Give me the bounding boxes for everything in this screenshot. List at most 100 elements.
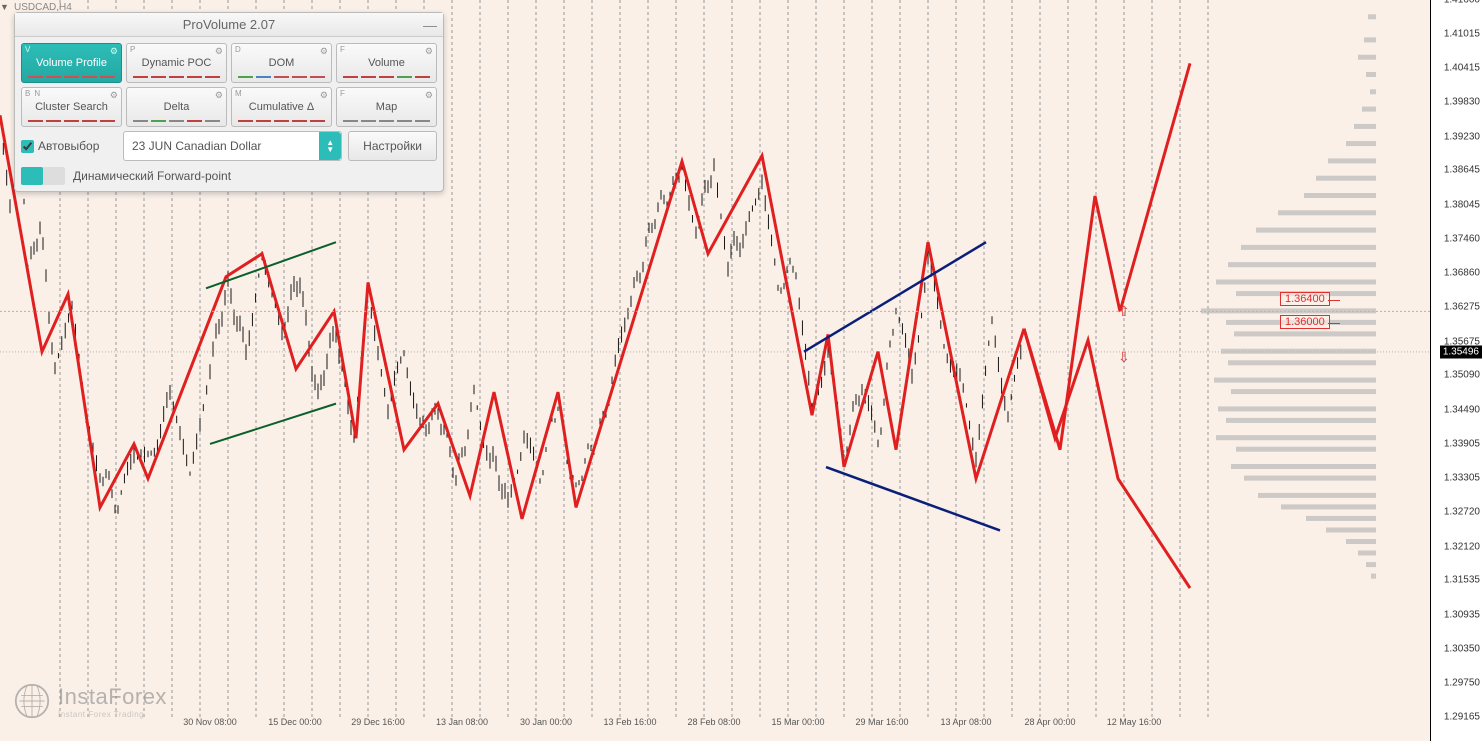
logo-sub: Instant Forex Trading <box>58 710 167 719</box>
y-tick: 1.39830 <box>1444 97 1480 108</box>
price-annotation: 1.36000 <box>1280 315 1330 329</box>
gear-icon[interactable]: ⚙ <box>215 46 223 57</box>
tab-dashes <box>133 76 220 79</box>
select-arrows-icon[interactable]: ▲▼ <box>319 132 341 160</box>
tab-dynamic-poc[interactable]: P ⚙ Dynamic POC <box>126 43 227 83</box>
x-axis: 30 Nov 08:00 15 Dec 00:00 29 Dec 16:00 13 J… <box>0 717 1430 733</box>
tab-volume-profile[interactable]: V ⚙ Volume Profile <box>21 43 122 83</box>
tab-label: Dynamic POC <box>142 57 212 69</box>
y-tick: 1.30350 <box>1444 643 1480 654</box>
arrow-icon: ⇩ <box>1118 349 1130 366</box>
y-tick: 1.32120 <box>1444 541 1480 552</box>
gear-icon[interactable]: ⚙ <box>320 90 328 101</box>
gear-icon[interactable]: ⚙ <box>320 46 328 57</box>
y-tick: 1.39230 <box>1444 131 1480 142</box>
volume-profile <box>1176 0 1376 741</box>
tab-dom[interactable]: D ⚙ DOM <box>231 43 332 83</box>
y-tick: 1.33905 <box>1444 438 1480 449</box>
tab-dashes <box>238 120 325 123</box>
x-tick: 30 Jan 00:00 <box>520 717 572 727</box>
provolume-panel: ProVolume 2.07 — V ⚙ Volume Profile P ⚙ … <box>14 12 444 192</box>
x-tick: 13 Apr 08:00 <box>940 717 991 727</box>
autoselect-input[interactable] <box>21 140 34 153</box>
settings-label: Настройки <box>363 139 422 153</box>
logo: InstaForex Instant Forex Trading <box>14 683 167 719</box>
x-tick: 28 Apr 00:00 <box>1024 717 1075 727</box>
logo-main: InstaForex <box>58 684 167 710</box>
gear-icon[interactable]: ⚙ <box>110 90 118 101</box>
autoselect-checkbox[interactable]: Автовыбор <box>21 139 117 153</box>
y-tick: 1.30935 <box>1444 609 1480 620</box>
y-tick: 1.37460 <box>1444 233 1480 244</box>
tab-label: Volume <box>368 57 405 69</box>
contract-value: 23 JUN Canadian Dollar <box>132 139 261 153</box>
x-tick: 29 Mar 16:00 <box>855 717 908 727</box>
tab-row-2: BN ⚙ Cluster Search ⚙ Delta M ⚙ Cumulati… <box>21 87 437 127</box>
x-tick: 15 Mar 00:00 <box>771 717 824 727</box>
tab-dashes <box>28 120 115 123</box>
tab-shortcut: P <box>130 45 135 54</box>
tab-shortcut: D <box>235 45 241 54</box>
y-tick: 1.41015 <box>1444 28 1480 39</box>
panel-title: ProVolume 2.07 <box>183 17 276 32</box>
tab-shortcut: F <box>340 89 345 98</box>
y-tick: 1.35090 <box>1444 370 1480 381</box>
instaforex-icon <box>14 683 50 719</box>
tab-row-1: V ⚙ Volume Profile P ⚙ Dynamic POC D ⚙ D… <box>21 43 437 83</box>
y-tick: 1.29750 <box>1444 678 1480 689</box>
tab-dashes <box>238 76 325 79</box>
tab-shortcut: V <box>25 45 30 54</box>
tab-shortcut: F <box>340 45 345 54</box>
tab-dashes <box>28 76 115 79</box>
y-tick: 1.32720 <box>1444 507 1480 518</box>
tab-label: DOM <box>269 57 295 69</box>
x-tick: 30 Nov 08:00 <box>183 717 237 727</box>
arrow-icon: ⇧ <box>1118 303 1130 320</box>
tab-delta[interactable]: ⚙ Delta <box>126 87 227 127</box>
forward-toggle[interactable] <box>21 167 65 185</box>
gear-icon[interactable]: ⚙ <box>110 46 118 57</box>
x-tick: 12 May 16:00 <box>1107 717 1162 727</box>
y-tick: 1.31535 <box>1444 575 1480 586</box>
tab-map[interactable]: F ⚙ Map <box>336 87 437 127</box>
gear-icon[interactable]: ⚙ <box>425 90 433 101</box>
contract-select[interactable]: 23 JUN Canadian Dollar ▲▼ <box>123 131 342 161</box>
tab-label: Cumulative Δ <box>249 101 314 113</box>
y-tick: 1.35496 <box>1440 345 1482 358</box>
x-tick: 15 Dec 00:00 <box>268 717 322 727</box>
forward-label: Динамический Forward-point <box>73 169 231 183</box>
tab-dashes <box>133 120 220 123</box>
tab-shortcut: M <box>235 89 242 98</box>
gear-icon[interactable]: ⚙ <box>425 46 433 57</box>
tab-label: Delta <box>164 101 190 113</box>
y-tick: 1.36275 <box>1444 302 1480 313</box>
tab-dashes <box>343 76 430 79</box>
y-tick: 1.36860 <box>1444 268 1480 279</box>
x-tick: 13 Jan 08:00 <box>436 717 488 727</box>
minimize-icon[interactable]: — <box>423 17 437 33</box>
x-tick: 29 Dec 16:00 <box>351 717 405 727</box>
toggle-knob <box>21 167 43 185</box>
tab-dashes <box>343 120 430 123</box>
gear-icon[interactable]: ⚙ <box>215 90 223 101</box>
y-tick: 1.41600 <box>1444 0 1480 6</box>
tab-label: Cluster Search <box>35 101 108 113</box>
y-tick: 1.33305 <box>1444 473 1480 484</box>
panel-titlebar[interactable]: ProVolume 2.07 — <box>15 13 443 37</box>
y-tick: 1.40415 <box>1444 63 1480 74</box>
tab-label: Map <box>376 101 397 113</box>
y-tick: 1.29165 <box>1444 712 1480 723</box>
tab-cumulative-δ[interactable]: M ⚙ Cumulative Δ <box>231 87 332 127</box>
tab-volume[interactable]: F ⚙ Volume <box>336 43 437 83</box>
tab-cluster-search[interactable]: BN ⚙ Cluster Search <box>21 87 122 127</box>
y-tick: 1.38645 <box>1444 165 1480 176</box>
x-tick: 28 Feb 08:00 <box>687 717 740 727</box>
settings-button[interactable]: Настройки <box>348 131 437 161</box>
x-tick: 13 Feb 16:00 <box>603 717 656 727</box>
y-axis: 1.41600 1.41015 1.40415 1.39830 1.39230 1.386… <box>1430 0 1484 741</box>
autoselect-label: Автовыбор <box>38 139 99 153</box>
pair-dropdown-arrow[interactable]: ▼ <box>0 2 9 12</box>
tab-label: Volume Profile <box>36 57 107 69</box>
y-tick: 1.34490 <box>1444 404 1480 415</box>
tab-shortcut: BN <box>25 89 40 98</box>
